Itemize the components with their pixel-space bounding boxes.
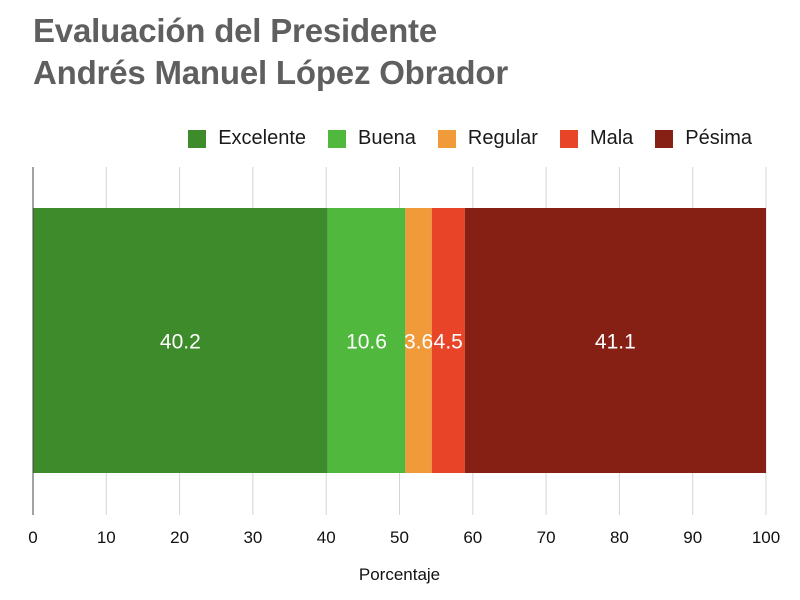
legend-item-mala[interactable]: Mala (559, 127, 634, 150)
x-tick-label-60: 60 (463, 528, 482, 547)
x-tick-label-30: 30 (243, 528, 262, 547)
chart-title: Evaluación del Presidente Andrés Manuel … (33, 10, 508, 94)
bars (33, 208, 766, 473)
bar-segment-mala[interactable] (431, 208, 465, 473)
bar-segment-pesima[interactable] (464, 208, 766, 473)
x-tick-label-100: 100 (752, 528, 780, 547)
legend-swatch-excelente (188, 129, 207, 148)
data-label-buena: 10.6 (346, 331, 387, 354)
x-tick-label-50: 50 (390, 528, 409, 547)
x-tick-label-20: 20 (170, 528, 189, 547)
x-tick-label-90: 90 (683, 528, 702, 547)
legend-label: Excelente (218, 127, 307, 149)
data-labels: 40.2 10.6 3.6 4.5 41.1 (160, 331, 636, 354)
legend-label: Mala (589, 127, 634, 149)
x-tick-label-70: 70 (537, 528, 556, 547)
x-axis-title: Porcentaje (359, 565, 440, 584)
data-label-mala: 4.5 (434, 331, 463, 354)
x-tick-label-10: 10 (97, 528, 116, 547)
data-label-excelente: 40.2 (160, 331, 201, 354)
x-tick-label-0: 0 (28, 528, 37, 547)
legend-label: Regular (467, 127, 538, 149)
data-label-regular: 3.6 (404, 331, 433, 354)
data-label-pesima: 41.1 (595, 331, 636, 354)
legend-item-excelente[interactable]: Excelente (188, 127, 306, 150)
legend-label: Buena (358, 127, 416, 149)
legend-item-pesima[interactable]: Pésima (655, 127, 752, 150)
bar-segment-buena[interactable] (327, 208, 406, 473)
bar-segment-regular[interactable] (405, 208, 432, 473)
legend: Excelente Buena Regular Mala Pésima (166, 127, 752, 150)
legend-swatch-pesima (655, 129, 674, 148)
x-axis-ticks: 0 10 20 30 40 50 60 70 80 90 100 (28, 528, 780, 547)
legend-item-regular[interactable]: Regular (437, 127, 538, 150)
bar-segment-excelente[interactable] (33, 208, 328, 473)
chart-title-line-2: Andrés Manuel López Obrador (33, 54, 508, 91)
x-tick-label-40: 40 (317, 528, 336, 547)
legend-label: Pésima (685, 127, 752, 149)
chart-title-line-1: Evaluación del Presidente (33, 12, 437, 49)
legend-swatch-regular (437, 129, 456, 148)
legend-swatch-buena (328, 129, 347, 148)
x-tick-label-80: 80 (610, 528, 629, 547)
legend-swatch-mala (559, 129, 578, 148)
legend-item-buena[interactable]: Buena (328, 127, 416, 150)
